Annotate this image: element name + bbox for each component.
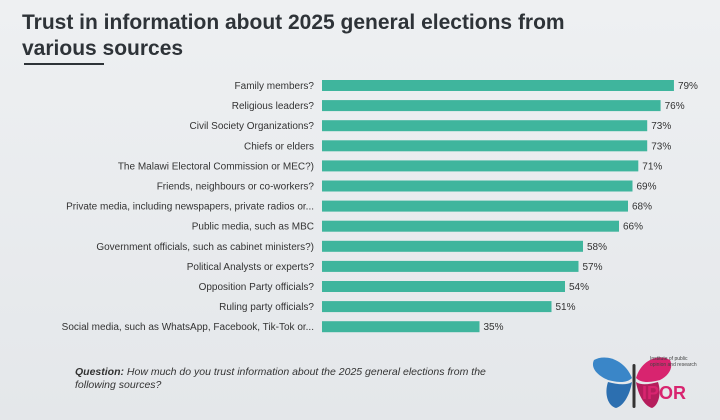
bar (322, 80, 674, 91)
value-label: 79% (678, 81, 698, 92)
value-label: 58% (587, 242, 607, 253)
category-label: Civil Society Organizations? (190, 121, 315, 132)
value-label: 73% (651, 121, 671, 132)
category-label: Opposition Party officials? (199, 282, 315, 293)
category-label: Religious leaders? (232, 101, 315, 112)
category-label: Government officials, such as cabinet mi… (96, 242, 314, 253)
bar (322, 281, 565, 292)
bar (322, 321, 480, 333)
category-label: Friends, neighbours or co-workers? (157, 182, 315, 193)
category-label: Chiefs or elders (244, 141, 314, 152)
value-label: 71% (642, 161, 662, 172)
bar (322, 120, 648, 132)
question-text: How much do you trust information about … (75, 366, 486, 391)
value-label: 73% (651, 141, 671, 152)
category-label: The Malawi Electoral Commission or MEC?) (118, 161, 314, 172)
logo-name: IPOR (642, 383, 687, 403)
category-label: Ruling party officials? (219, 302, 314, 313)
value-label: 54% (569, 282, 589, 293)
value-label: 69% (637, 182, 657, 193)
question-note: Question: How much do you trust informat… (75, 366, 515, 392)
chart-title: Trust in information about 2025 general … (22, 11, 565, 60)
category-label: Political Analysts or experts? (187, 262, 315, 273)
category-label: Private media, including newspapers, pri… (66, 202, 314, 213)
value-label: 76% (665, 101, 685, 112)
value-label: 68% (632, 202, 652, 213)
bar (322, 180, 633, 192)
title-underline (24, 63, 104, 65)
bar (322, 100, 661, 112)
value-label: 35% (484, 322, 504, 333)
value-label: 57% (583, 262, 603, 273)
bar (322, 240, 583, 252)
category-label: Social media, such as WhatsApp, Facebook… (62, 322, 314, 333)
bar (322, 160, 639, 172)
category-label: Public media, such as MBC (192, 222, 314, 233)
value-label: 66% (623, 222, 643, 233)
question-label: Question: (75, 366, 124, 378)
bar (322, 200, 628, 212)
bar (322, 260, 579, 272)
butterfly-logo-icon (592, 357, 672, 408)
bar (322, 220, 619, 232)
bar (322, 140, 648, 152)
logo-tagline: Institute of public opinion and research (650, 356, 697, 368)
bar (322, 301, 552, 313)
category-label: Family members? (235, 81, 315, 92)
value-label: 51% (556, 302, 576, 313)
bar-chart: Family members? 79% Religious leaders? 76% C… (62, 80, 698, 333)
